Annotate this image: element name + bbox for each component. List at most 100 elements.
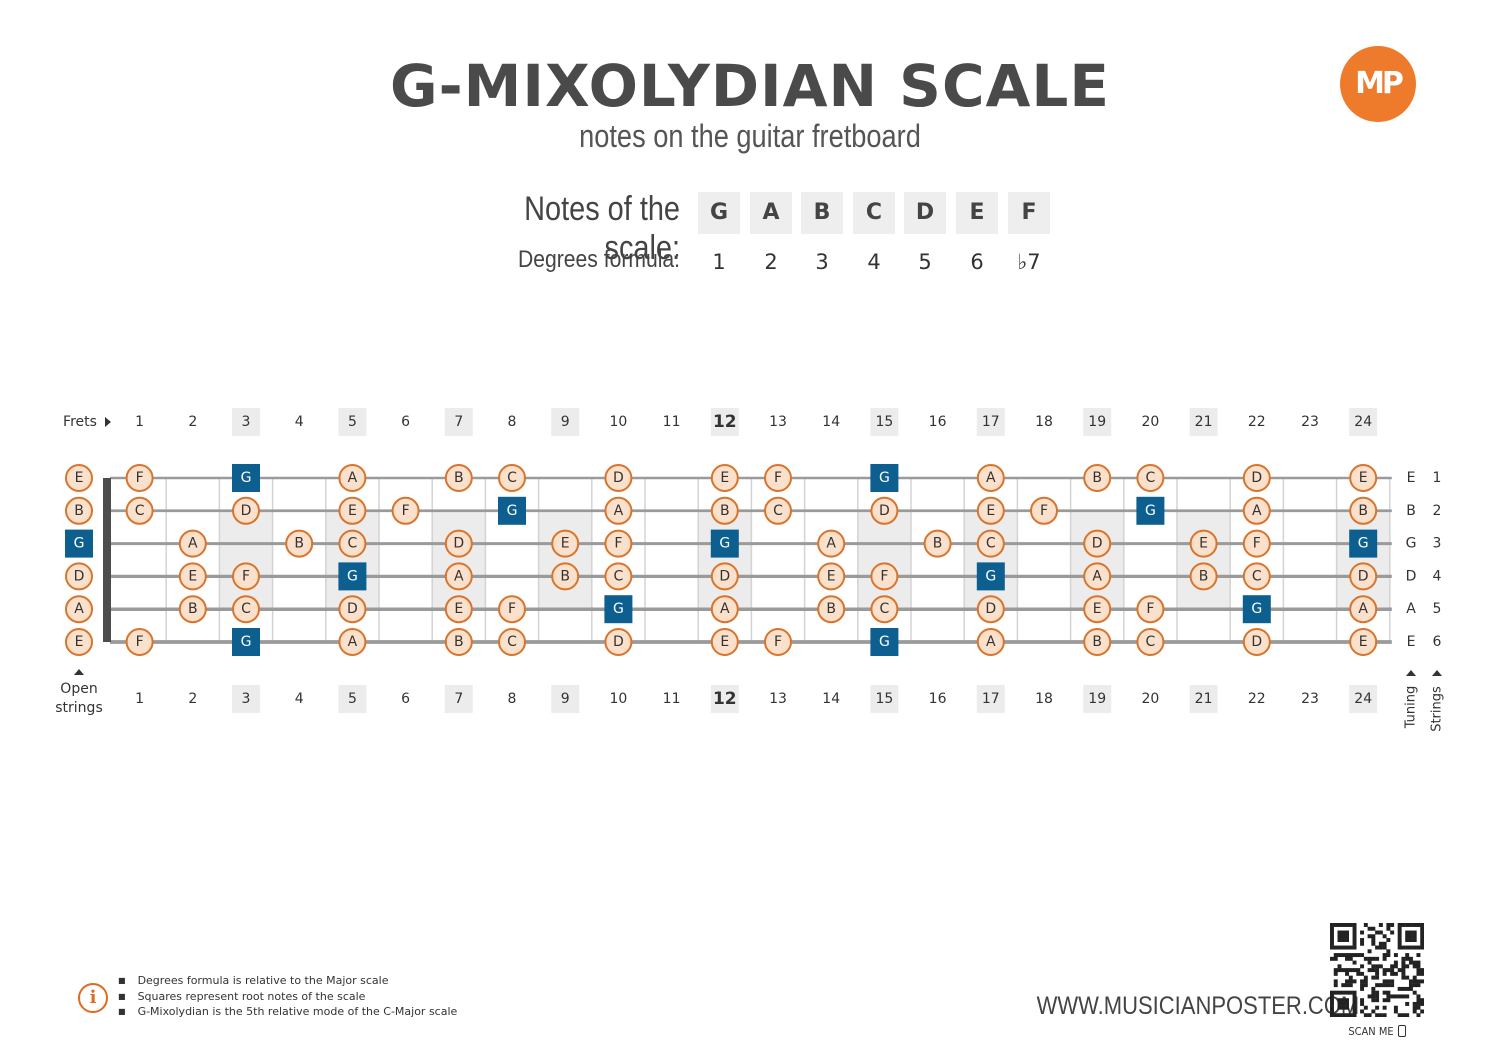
qr-module (1360, 953, 1365, 958)
page-title: G-MIXOLYDIAN SCALE (389, 52, 1110, 120)
note-circle (764, 496, 792, 525)
note-circle (1242, 496, 1271, 525)
qr-module (1333, 983, 1338, 988)
fret-number-marker (1189, 685, 1218, 713)
qr-module (1345, 971, 1349, 976)
qr-module (1416, 960, 1421, 965)
note-circle (125, 496, 154, 525)
fret-number-top: 17 (982, 414, 1000, 430)
qr-module (1378, 930, 1383, 935)
root-note-square (976, 562, 1005, 591)
scale-note: C (853, 192, 895, 234)
fret-number-top: 5 (348, 414, 357, 430)
qr-module (1333, 990, 1338, 995)
fret-number-marker (338, 408, 367, 436)
note-circle (178, 562, 207, 591)
qr-module (1363, 956, 1368, 961)
note-circle (604, 464, 633, 492)
note-label: A (1358, 601, 1368, 617)
note-circle (1083, 628, 1112, 656)
open-strings-label: Open (60, 681, 97, 697)
qr-module (1371, 968, 1376, 973)
website-link[interactable]: WWW.MUSICIANPOSTER.COM (1036, 992, 1360, 1020)
note-circle (444, 595, 473, 624)
qr-module (1412, 990, 1417, 995)
note-circle (498, 595, 526, 624)
fret-number-top: 21 (1195, 414, 1213, 430)
note-label: E (1359, 634, 1368, 650)
qr-module (1393, 971, 1398, 976)
qr-module (1420, 1009, 1424, 1014)
qr-module (1337, 953, 1342, 958)
qr-module (1408, 938, 1413, 942)
fret-number-bottom: 6 (401, 691, 410, 707)
qr-module (1382, 998, 1387, 1003)
qr-module (1363, 975, 1368, 980)
qr-module (1412, 983, 1417, 988)
note-circle (604, 628, 633, 656)
fret-marker-shade (1070, 510, 1124, 610)
fret-number-bottom: 10 (609, 691, 627, 707)
note-circle (65, 496, 93, 525)
fret-number-marker (551, 685, 580, 713)
note-circle (870, 595, 899, 624)
qr-module (1408, 986, 1413, 991)
fret-number-bottom: 7 (454, 691, 463, 707)
qr-module (1356, 971, 1361, 976)
footer-note: G-Mixolydian is the 5th relative mode of… (118, 1004, 458, 1020)
note-label: F (402, 503, 410, 519)
qr-module (1330, 945, 1334, 950)
note-label: B (188, 601, 198, 617)
qr-module (1352, 998, 1357, 1003)
root-note-label: G (985, 568, 996, 584)
open-strings-label: strings (55, 700, 102, 716)
qr-module (1345, 934, 1349, 939)
note-label: A (720, 601, 730, 617)
qr-module (1330, 1013, 1334, 1017)
note-label: F (1146, 601, 1154, 617)
note-circle (1189, 562, 1218, 591)
root-note-label: G (719, 536, 730, 552)
qr-module (1345, 983, 1349, 988)
qr-module (1382, 953, 1387, 958)
qr-module (1360, 998, 1365, 1003)
qr-module (1386, 998, 1391, 1003)
qr-module (1375, 930, 1380, 935)
qr-module (1337, 1005, 1342, 1010)
fret-number-top: 11 (663, 414, 681, 430)
qr-module (1341, 1001, 1346, 1006)
fret-marker-shade (698, 510, 752, 610)
qr-module (1375, 956, 1380, 961)
qr-module (1348, 968, 1353, 973)
qr-module (1412, 1009, 1417, 1014)
note-circle (1136, 464, 1165, 492)
note-circle (870, 562, 899, 591)
root-note-square (1136, 496, 1165, 525)
note-label: B (74, 503, 84, 519)
fret-number-top: 10 (609, 414, 627, 430)
note-circle (1349, 595, 1378, 624)
fret-number-bottom: 24 (1354, 691, 1372, 707)
note-label: E (188, 568, 197, 584)
qr-module (1337, 990, 1342, 995)
qr-module (1416, 998, 1421, 1003)
fret-number-marker (338, 685, 367, 713)
qr-module (1371, 934, 1376, 939)
footer-notes: Degrees formula is relative to the Major… (118, 973, 458, 1020)
fret-number-marker (1189, 408, 1218, 436)
qr-module (1363, 983, 1368, 988)
qr-module (1375, 983, 1380, 988)
root-note-square (870, 464, 899, 492)
fret-number-top: 13 (769, 414, 787, 430)
qr-code-icon[interactable] (1330, 923, 1424, 1017)
qr-module (1341, 938, 1346, 942)
qr-module (1408, 956, 1413, 961)
note-label: A (986, 634, 996, 650)
qr-module (1348, 983, 1353, 988)
qr-module (1386, 938, 1391, 942)
note-label: E (561, 536, 570, 552)
note-circle (65, 464, 93, 492)
qr-module (1397, 926, 1402, 931)
fret-number-top: 22 (1248, 414, 1266, 430)
note-circle (444, 562, 473, 591)
